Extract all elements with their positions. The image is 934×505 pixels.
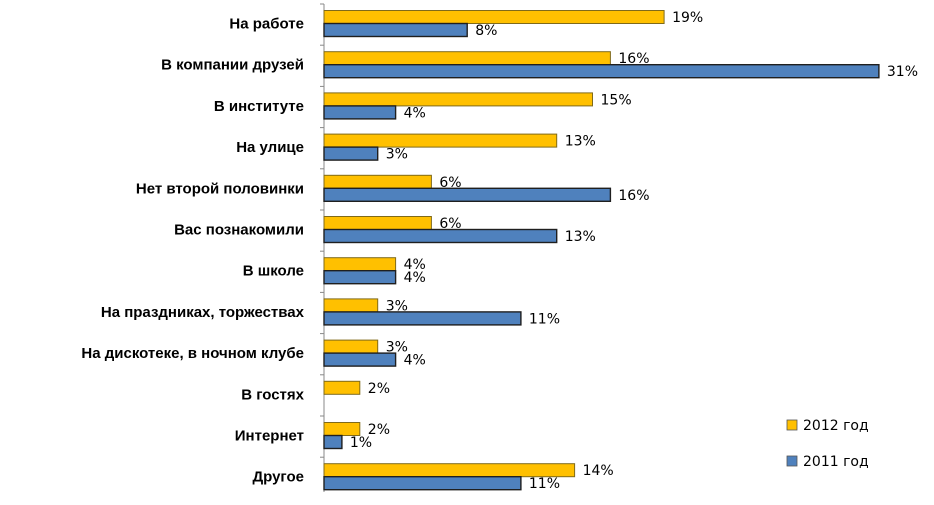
bars — [323, 10, 880, 491]
bar-2012 — [323, 10, 665, 24]
category-label: В школе — [243, 263, 304, 280]
category-labels: На работе В компании друзей В институте На … — [81, 3, 324, 486]
bar-2011 — [323, 22, 468, 38]
value-label-2011: 3% — [386, 147, 408, 163]
legend: 2012 год 2011 год — [786, 418, 869, 470]
category-label: В компании друзей — [161, 57, 304, 74]
value-label-2011: 16% — [618, 188, 649, 204]
bar-2011 — [323, 187, 612, 203]
bar-2011 — [323, 311, 522, 326]
legend-swatch-2012 — [786, 419, 798, 431]
value-label-2012: 2% — [368, 422, 390, 438]
value-label-2012: 2% — [368, 381, 390, 397]
legend-swatch-2011 — [786, 455, 798, 467]
legend-label-2011: 2011 год — [803, 454, 869, 470]
category-label: На праздниках, торжествах — [101, 304, 305, 321]
category-label: Другое — [252, 469, 304, 486]
value-labels: 19%8%16%31%15%4%13%3%6%16%6%13%4%4%3%11%… — [350, 10, 918, 492]
category-label: В институте — [214, 98, 304, 115]
bar-2012 — [323, 216, 432, 230]
bar-2011 — [323, 476, 522, 491]
category-label: Нет второй половинки — [136, 180, 304, 197]
value-label-2011: 8% — [475, 23, 497, 39]
bar-2012 — [323, 174, 432, 189]
value-label-2012: 16% — [618, 51, 649, 67]
value-label-2011: 31% — [887, 64, 918, 80]
value-label-2011: 11% — [529, 311, 560, 327]
category-label: На работе — [229, 16, 304, 33]
bar-2012 — [323, 463, 576, 478]
value-label-2012: 4% — [404, 257, 426, 273]
bar-2012 — [323, 298, 379, 313]
value-label-2011: 4% — [404, 105, 426, 121]
bar-2011 — [323, 146, 379, 161]
bar-2012 — [323, 380, 361, 395]
category-label: В гостях — [241, 386, 304, 403]
bar-2012 — [323, 51, 611, 66]
category-label: На улице — [236, 139, 304, 156]
bar-2011 — [323, 105, 397, 120]
value-label-2011: 11% — [529, 476, 560, 492]
bar-2012 — [323, 92, 593, 107]
value-label-2012: 13% — [565, 134, 596, 150]
legend-label-2012: 2012 год — [803, 418, 869, 434]
value-label-2012: 14% — [583, 463, 614, 479]
bar-2012 — [323, 257, 397, 272]
category-label: На дискотеке, в ночном клубе — [81, 345, 304, 362]
value-label-2012: 6% — [439, 175, 461, 191]
bar-2012 — [323, 339, 379, 354]
bar-2011 — [323, 270, 397, 285]
bar-2011 — [323, 434, 343, 450]
value-label-2012: 19% — [672, 10, 703, 26]
value-label-2011: 4% — [404, 353, 426, 369]
category-label: Интернет — [235, 428, 304, 445]
value-label-2012: 3% — [386, 340, 408, 356]
bar-2011 — [323, 352, 397, 367]
value-label-2012: 15% — [601, 92, 632, 108]
value-label-2011: 4% — [404, 270, 426, 286]
value-label-2011: 13% — [565, 229, 596, 245]
bar-2011 — [323, 63, 880, 79]
category-label: Вас познакомили — [174, 222, 304, 239]
value-label-2012: 3% — [386, 298, 408, 314]
bar-2012 — [323, 133, 558, 148]
bar-2011 — [323, 228, 558, 244]
value-label-2011: 1% — [350, 435, 372, 451]
value-label-2012: 6% — [439, 216, 461, 232]
bar-2012 — [323, 422, 361, 436]
